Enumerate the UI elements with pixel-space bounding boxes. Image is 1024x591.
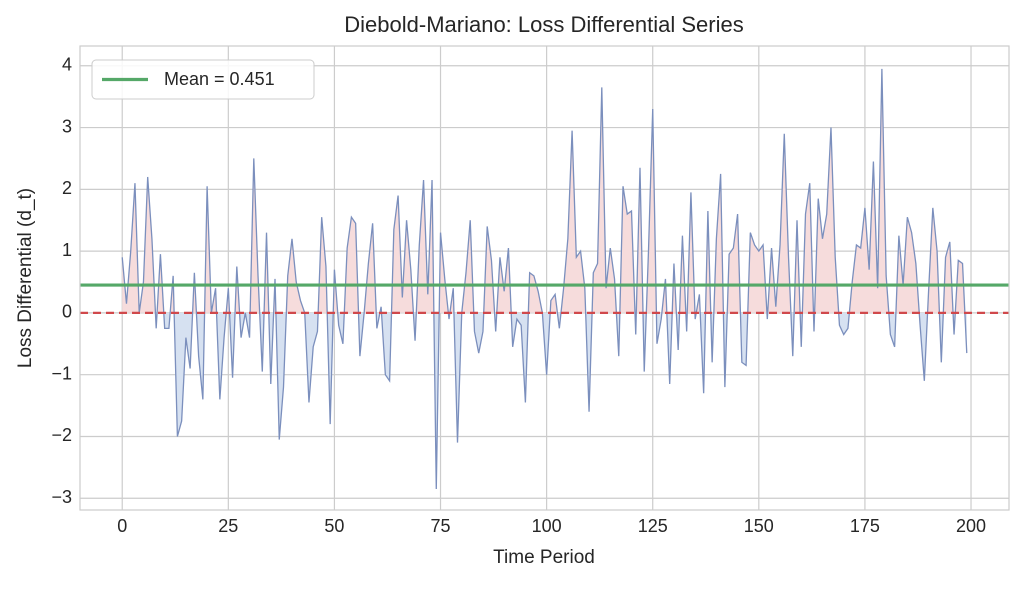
plot-area	[80, 68, 1009, 490]
y-tick-label: −1	[51, 363, 72, 383]
axes-frame	[79, 45, 1010, 511]
y-tick-label: 1	[62, 240, 72, 260]
x-tick-label: 150	[744, 516, 774, 536]
area-positive	[122, 68, 967, 313]
y-tick-label: 2	[62, 178, 72, 198]
y-axis-label: Loss Differential (d_t)	[15, 188, 36, 368]
chart-title: Diebold-Mariano: Loss Differential Serie…	[344, 12, 743, 37]
y-tick-label: 0	[62, 302, 72, 322]
x-tick-label: 75	[431, 516, 451, 536]
x-tick-label: 175	[850, 516, 880, 536]
legend-label: Mean = 0.451	[164, 69, 275, 89]
x-tick-label: 100	[532, 516, 562, 536]
legend-box	[91, 59, 315, 100]
x-tick-label: 50	[324, 516, 344, 536]
area-negative	[139, 312, 967, 489]
y-tick-label: −3	[51, 487, 72, 507]
y-tick-label: −2	[51, 425, 72, 445]
x-tick-label: 0	[117, 516, 127, 536]
x-tick-label: 125	[638, 516, 668, 536]
x-tick-label: 25	[218, 516, 238, 536]
x-tick-label: 200	[956, 516, 986, 536]
y-tick-label: 3	[62, 116, 72, 136]
grid	[80, 46, 1009, 510]
legend: Mean = 0.451	[91, 59, 315, 100]
series-line	[121, 68, 968, 490]
y-tick-label: 4	[62, 55, 72, 75]
x-axis-label: Time Period	[493, 547, 595, 568]
